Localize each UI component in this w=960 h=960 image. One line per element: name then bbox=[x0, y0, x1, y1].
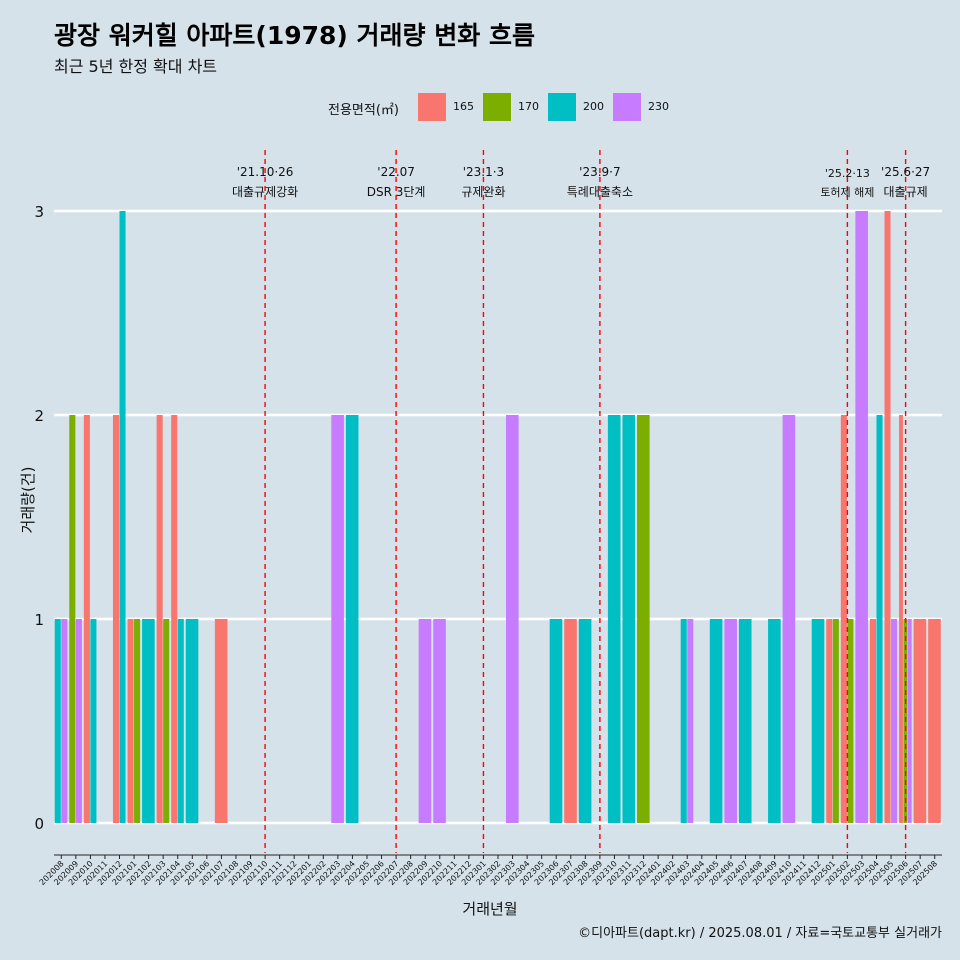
bar-230-202406 bbox=[724, 619, 737, 823]
bar-170-202101 bbox=[134, 619, 141, 823]
bar-200-202010 bbox=[90, 619, 97, 823]
y-axis-title: 거래량(건) bbox=[19, 467, 37, 534]
bar-170-202312 bbox=[637, 415, 650, 823]
x-axis-title: 거래년월 bbox=[462, 900, 517, 918]
event-label: 토허제 해제 bbox=[820, 185, 874, 199]
bar-200-202407 bbox=[738, 619, 752, 823]
bar-200-202504 bbox=[876, 415, 883, 823]
event-date-label: '25.2·13 bbox=[825, 167, 870, 180]
bar-230-202403 bbox=[687, 619, 694, 823]
bar-165-202501 bbox=[826, 619, 833, 823]
chart-title: 광장 워커힐 아파트(1978) 거래량 변화 흐름 bbox=[54, 21, 535, 50]
event-date-label: '21.10·26 bbox=[237, 165, 294, 179]
event-label: 특례대출축소 bbox=[567, 185, 633, 199]
y-tick-label: 2 bbox=[34, 407, 44, 425]
event-markers: '21.10·26 대출규제강화 '22.07 DSR 3단계 '23.1·3 규제완화 '… bbox=[232, 150, 930, 853]
legend-swatch-165 bbox=[418, 93, 446, 121]
bar-200-202012 bbox=[119, 211, 126, 823]
event-date-label: '23.9·7 bbox=[579, 165, 620, 179]
bar-165-202507 bbox=[913, 619, 927, 823]
bar-230-202203 bbox=[331, 415, 344, 823]
bars bbox=[54, 211, 941, 823]
y-tick-label: 0 bbox=[34, 815, 44, 833]
bar-200-202306 bbox=[549, 619, 563, 823]
bar-200-202403 bbox=[680, 619, 687, 823]
bar-165-202506 bbox=[899, 415, 903, 823]
legend: 전용면적(㎡) 165 170 200 230 bbox=[0, 93, 960, 121]
legend-swatch-230 bbox=[613, 93, 641, 121]
y-axis: 0 1 2 3 bbox=[34, 203, 44, 833]
bar-230-202209 bbox=[418, 619, 432, 823]
legend-label-200: 200 bbox=[583, 100, 604, 113]
bar-165-202101 bbox=[127, 619, 134, 823]
bar-200-202204 bbox=[345, 415, 359, 823]
source-caption: ©디아파트(dapt.kr) / 2025.08.01 / 자료=국토교통부 실… bbox=[578, 926, 942, 941]
bar-170-202501 bbox=[832, 619, 839, 823]
bar-200-202409 bbox=[768, 619, 781, 823]
legend-label-165: 165 bbox=[453, 100, 474, 113]
event-date-label: '23.1·3 bbox=[463, 165, 504, 179]
bar-200-202008 bbox=[54, 619, 61, 823]
bar-200-202412 bbox=[811, 619, 825, 823]
bar-165-202107 bbox=[214, 619, 228, 823]
legend-swatch-200 bbox=[548, 93, 576, 121]
bar-165-202307 bbox=[564, 619, 577, 823]
event-date-label: '22.07 bbox=[377, 165, 415, 179]
legend-label-170: 170 bbox=[518, 100, 539, 113]
bar-230-202506 bbox=[907, 619, 912, 823]
bar-230-202303 bbox=[506, 415, 519, 823]
bar-230-202210 bbox=[433, 619, 446, 823]
bar-230-202410 bbox=[782, 415, 796, 823]
bar-170-202502 bbox=[847, 619, 854, 823]
bar-170-202009 bbox=[69, 415, 76, 823]
event-date-label: '25.6·27 bbox=[881, 165, 930, 179]
legend-label-230: 230 bbox=[648, 100, 669, 113]
bar-165-202502 bbox=[840, 415, 847, 823]
bar-165-202012 bbox=[112, 415, 120, 823]
event-label: 규제완화 bbox=[461, 185, 505, 199]
legend-swatch-170 bbox=[483, 93, 511, 121]
event-label: 대출규제 bbox=[884, 185, 928, 199]
bar-165-202504 bbox=[869, 619, 876, 823]
bar-200-202405 bbox=[709, 619, 723, 823]
bar-200-202104 bbox=[177, 619, 184, 823]
bar-170-202103 bbox=[163, 619, 170, 823]
bar-230-202009 bbox=[75, 619, 82, 823]
bar-165-202104 bbox=[171, 415, 178, 823]
bar-200-202102 bbox=[142, 619, 155, 823]
y-tick-label: 1 bbox=[34, 611, 44, 629]
bar-230-202008 bbox=[61, 619, 68, 823]
bar-165-202505 bbox=[884, 211, 891, 823]
legend-title: 전용면적(㎡) bbox=[328, 103, 399, 118]
chart-subtitle: 최근 5년 한정 확대 차트 bbox=[54, 57, 218, 76]
bar-200-202310 bbox=[607, 415, 621, 823]
bar-230-202503 bbox=[855, 211, 868, 823]
bar-165-202508 bbox=[928, 619, 941, 823]
event-label: 대출규제강화 bbox=[232, 185, 298, 199]
y-tick-label: 3 bbox=[34, 203, 44, 221]
bar-165-202010 bbox=[83, 415, 90, 823]
bar-200-202308 bbox=[578, 619, 592, 823]
bar-230-202505 bbox=[891, 619, 898, 823]
x-axis: 2020082020092020102020112020122021012021… bbox=[38, 854, 942, 887]
bar-165-202103 bbox=[156, 415, 163, 823]
event-label: DSR 3단계 bbox=[367, 185, 426, 199]
bar-200-202311 bbox=[622, 415, 636, 823]
bar-200-202105 bbox=[185, 619, 199, 823]
